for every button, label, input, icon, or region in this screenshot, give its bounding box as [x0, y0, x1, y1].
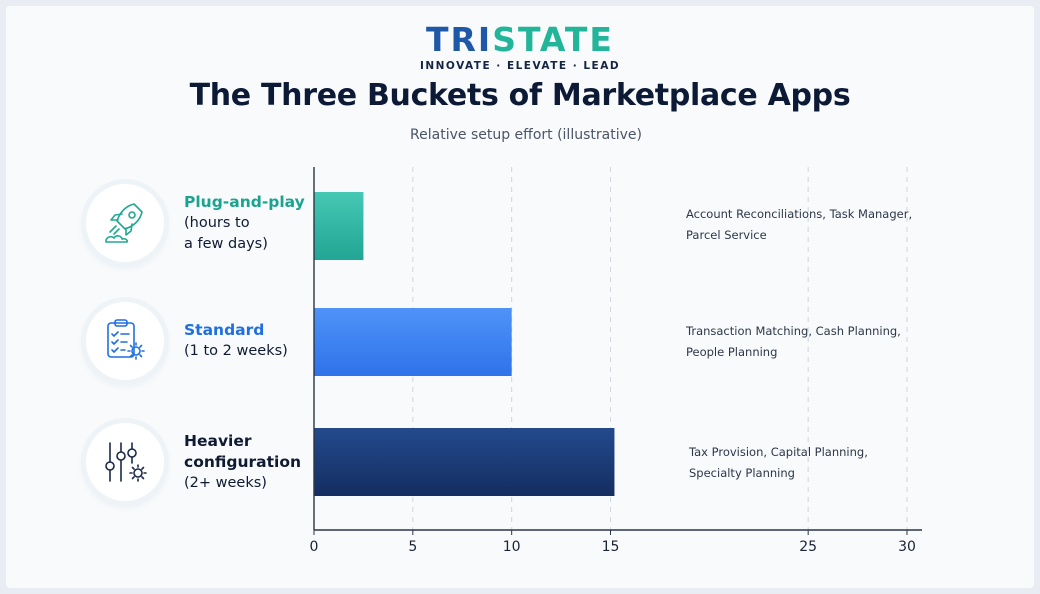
category-name: Plug-and-play: [184, 192, 305, 211]
examples-standard: Transaction Matching, Cash Planning, Peo…: [686, 321, 916, 363]
category-name-line: Heavier: [184, 431, 252, 450]
category-detail-line: (2+ weeks): [184, 474, 267, 491]
category-label-heavier-configuration: Heavier configuration (2+ weeks): [184, 431, 301, 494]
category-plug-and-play: Plug-and-play (hours to a few days): [86, 184, 305, 262]
category-name: Standard: [184, 321, 265, 339]
example-line: Transaction Matching, Cash Planning,: [686, 324, 901, 338]
x-tick-label: 5: [408, 539, 417, 555]
bar-plug-and-play: [314, 192, 364, 260]
category-label-standard: Standard (1 to 2 weeks): [184, 320, 288, 362]
category-label-plug-and-play: Plug-and-play (hours to a few days): [184, 192, 305, 255]
x-tick-label: 15: [602, 539, 620, 555]
x-tick-label: 30: [898, 539, 916, 555]
brand-wordmark: TRISTATE: [0, 22, 1040, 58]
example-line: Parcel Service: [686, 228, 767, 242]
example-line: People Planning: [686, 345, 778, 359]
chart-subtitle: Relative setup effort (illustrative): [410, 127, 642, 143]
category-detail-line: (1 to 2 weeks): [184, 343, 288, 359]
example-line: Tax Provision, Capital Planning,: [689, 445, 868, 459]
x-tick-label: 10: [503, 539, 521, 555]
sliders-gear-icon: [86, 423, 164, 501]
brand-tagline: INNOVATE · ELEVATE · LEAD: [419, 60, 621, 72]
example-line: Account Reconciliations, Task Manager,: [686, 207, 913, 221]
brand-logo: TRISTATE INNOVATE · ELEVATE · LEAD: [0, 22, 1040, 73]
category-name-line: configuration: [184, 452, 301, 471]
category-detail-line: a few days): [184, 235, 268, 252]
rocket-icon: [86, 184, 164, 262]
brand-name-part2: STATE: [492, 20, 614, 59]
bar-standard: [314, 308, 512, 376]
brand-name-part1: TRI: [426, 20, 493, 59]
bar-heavier-configuration: [314, 428, 615, 496]
checklist-gear-icon: [86, 302, 164, 380]
example-line: Specialty Planning: [689, 466, 795, 480]
examples-heavier-configuration: Tax Provision, Capital Planning, Special…: [689, 442, 919, 484]
category-detail-line: (hours to: [184, 214, 250, 231]
category-standard: Standard (1 to 2 weeks): [86, 302, 288, 380]
chart-title: The Three Buckets of Marketplace Apps: [189, 78, 851, 113]
x-tick-label: 0: [310, 539, 319, 555]
category-heavier-configuration: Heavier configuration (2+ weeks): [86, 423, 301, 501]
x-tick-label: 25: [799, 539, 817, 555]
examples-plug-and-play: Account Reconciliations, Task Manager, P…: [686, 204, 916, 246]
